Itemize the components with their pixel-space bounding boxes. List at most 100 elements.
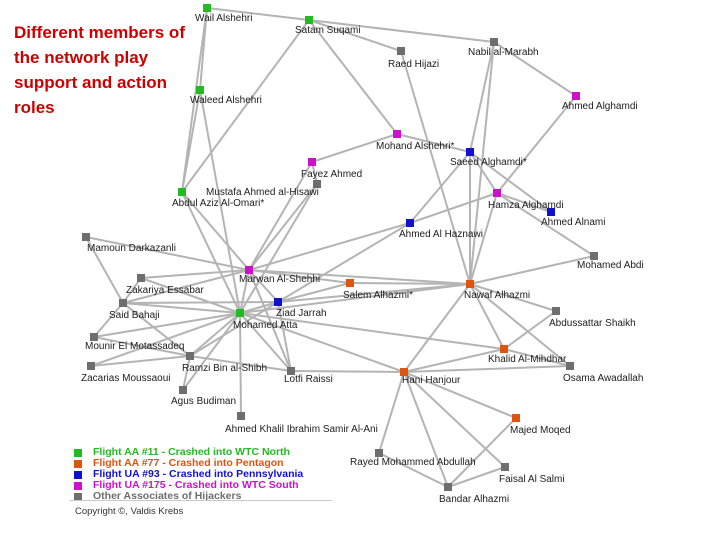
node-label-haznawi: Ahmed Al Haznawi: [399, 229, 483, 240]
edge-satam-mohand: [308, 19, 398, 135]
node-lotfi: [287, 367, 295, 375]
node-label-ahmedalghamdi: Ahmed Alghamdi: [562, 101, 638, 112]
node-mounir: [90, 333, 98, 341]
edge-atta-lotfi: [239, 312, 292, 372]
node-label-ahmedalnami: Ahmed Alnami: [541, 217, 605, 228]
node-raed: [397, 47, 405, 55]
node-label-lotfi: Lotfi Raissi: [284, 374, 333, 385]
legend-label-other: Other Associates of Hijackers: [93, 490, 242, 502]
node-label-waleed: Waleed Alshehri: [190, 95, 262, 106]
edge-hamza-haznawi: [409, 192, 498, 224]
node-agus: [179, 386, 187, 394]
edge-mounir-said: [93, 302, 124, 338]
node-osama: [566, 362, 574, 370]
edge-saeed-haznawi: [409, 151, 471, 224]
edge-mounir-ramzi: [93, 336, 191, 357]
edge-mustafa-marwan: [248, 183, 318, 271]
node-label-raed: Raed Hijazi: [388, 59, 439, 70]
node-label-agus: Agus Budiman: [171, 396, 236, 407]
edge-mounir-atta: [93, 312, 241, 338]
node-saeed: [466, 148, 474, 156]
legend-label-ua93: Flight UA #93 - Crashed into Pennsylvani…: [93, 468, 304, 480]
edge-faisal-bandar: [447, 466, 506, 488]
edge-zakariya-marwan: [140, 269, 250, 279]
edge-waleed-atta: [199, 89, 241, 314]
node-label-abdulaziz: Abdul Aziz Al-Omari*: [172, 198, 264, 209]
edge-mamoun-said: [85, 236, 124, 304]
edge-hani-bandar: [403, 371, 449, 488]
edge-atta-hani: [239, 312, 405, 373]
legend-item-other: Other Associates of Hijackers: [74, 491, 303, 502]
edge-marwan-nawaf: [248, 269, 471, 285]
edge-marwan-said: [122, 269, 250, 304]
node-marwan: [245, 266, 253, 274]
flight-legend: Flight AA #11 - Crashed into WTC North F…: [74, 447, 303, 502]
node-label-satam: Satam Suqami: [295, 25, 361, 36]
node-haznawi: [406, 219, 414, 227]
edge-jarrah-atta: [239, 301, 279, 314]
edge-hani-faisal: [403, 371, 506, 468]
node-label-saeed: Saeed Alghamdi*: [450, 157, 527, 168]
edge-abdulaziz-atta: [181, 191, 241, 314]
edge-mustafa-atta: [239, 183, 318, 314]
edge-marwan-jarrah: [248, 269, 279, 303]
node-ramzi: [186, 352, 194, 360]
node-mamoun: [82, 233, 90, 241]
node-label-hamza: Hamza Alghamdi: [488, 200, 564, 211]
edge-saeed-hamza: [469, 151, 498, 194]
node-label-ramzi: Ramzi Bin al-Shibh: [182, 363, 267, 374]
edge-salem-nawaf: [349, 282, 471, 285]
legend-label-aa11: Flight AA #11 - Crashed into WTC North: [93, 446, 290, 458]
edge-ramzi-agus: [182, 355, 191, 391]
node-label-salem: Salem Alhazmi*: [343, 290, 413, 301]
edge-raed-nawaf: [400, 50, 471, 285]
legend-swatch-ua175: [74, 481, 82, 490]
legend-item-ua175: Flight UA #175 - Crashed into WTC South: [74, 480, 303, 491]
edge-rayed-bandar: [378, 452, 449, 488]
node-faisal: [501, 463, 509, 471]
edge-haznawi-jarrah: [277, 222, 411, 303]
edge-salem-jarrah: [277, 282, 351, 303]
edge-nabil-nawaf: [469, 41, 495, 285]
node-said: [119, 299, 127, 307]
edge-atta-ramzi: [189, 312, 241, 357]
node-label-faisal: Faisal Al Salmi: [499, 474, 565, 485]
node-nawaf: [466, 280, 474, 288]
legend-swatch-other: [74, 492, 82, 501]
edge-khalid-osama: [503, 348, 571, 367]
edge-hani-rayed: [378, 371, 405, 454]
edge-ramzi-zacarias: [90, 355, 191, 367]
edge-satam-abdulaziz: [181, 19, 310, 193]
node-bandar: [444, 483, 452, 491]
edge-nawaf-osama: [469, 283, 571, 367]
node-label-mohamedabdi: Mohamed Abdi: [577, 260, 644, 271]
edge-mohand-saeed: [396, 133, 471, 153]
edge-mamoun-marwan: [85, 236, 250, 271]
edge-lotfi-hani: [290, 370, 405, 373]
node-khalid: [500, 345, 508, 353]
edge-mohand-fayez: [311, 133, 398, 163]
edge-marwan-lotfi: [248, 269, 292, 372]
node-fayez: [308, 158, 316, 166]
node-waleed: [196, 86, 204, 94]
edge-nabil-ahmedalghamdi: [493, 41, 577, 97]
legend-item-aa11: Flight AA #11 - Crashed into WTC North: [74, 447, 303, 458]
edge-nawaf-abdussattar: [469, 283, 557, 312]
node-nabil: [490, 38, 498, 46]
slide-heading: Different members of the network play su…: [14, 23, 185, 117]
edge-hamza-mohamedabdi: [496, 192, 595, 257]
node-label-abdussattar: Abdussattar Shaikh: [549, 318, 636, 329]
node-label-mamoun: Mamoun Darkazanli: [87, 243, 176, 254]
copyright-divider: [70, 500, 332, 501]
node-label-atta: Mohamed Atta: [233, 320, 298, 331]
edge-jarrah-nawaf: [277, 283, 471, 303]
legend-item-aa77: Flight AA #77 - Crashed into Pentagon: [74, 458, 303, 469]
edge-wail-satam: [206, 7, 310, 21]
edge-khalid-abdussattar: [503, 310, 557, 350]
node-label-bandar: Bandar Alhazmi: [439, 494, 509, 505]
edge-marwan-atta: [239, 269, 250, 314]
node-label-zakariya: Zakariya Essabar: [126, 285, 204, 296]
legend-swatch-aa11: [74, 448, 82, 457]
edge-hani-khalid: [403, 348, 505, 373]
